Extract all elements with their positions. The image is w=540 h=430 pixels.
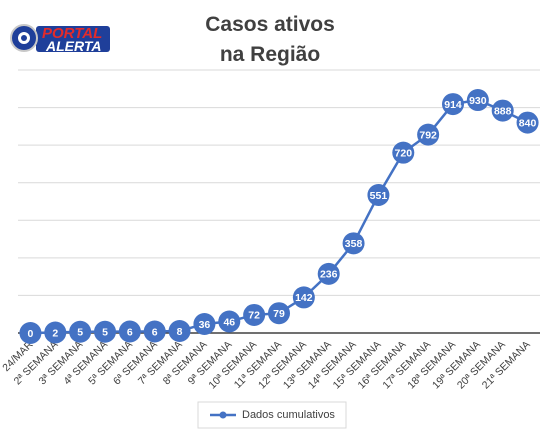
data-label: 0 (28, 328, 34, 340)
logo-eye (21, 35, 27, 41)
data-point (69, 320, 92, 343)
chart-title: Casos ativos na Região (205, 13, 335, 66)
data-point (292, 286, 315, 309)
data-point (392, 141, 415, 164)
data-label: 236 (320, 269, 338, 281)
data-point (442, 93, 464, 116)
data-label: 840 (519, 117, 537, 129)
data-point (243, 303, 266, 326)
data-point (168, 319, 191, 342)
data-point (118, 320, 141, 343)
data-label: 888 (494, 105, 512, 117)
data-label: 914 (444, 99, 462, 111)
legend-label: Dados cumulativos (242, 409, 335, 421)
logo-text: PORTAL (42, 25, 102, 42)
data-label: 720 (395, 147, 413, 159)
data-point (143, 320, 166, 343)
data-label: 142 (295, 292, 313, 304)
legend-swatch (219, 411, 227, 419)
data-label: 2 (52, 327, 58, 339)
data-point (44, 321, 67, 344)
data-label: 792 (419, 129, 437, 141)
data-label: 551 (370, 190, 388, 202)
logo: PORTAL ALERTA (10, 24, 110, 54)
data-point (342, 232, 365, 255)
data-point (417, 123, 440, 146)
data-label: 5 (102, 327, 108, 339)
data-point (94, 320, 116, 343)
data-label: 5 (77, 327, 83, 339)
logo-text: ALERTA (45, 38, 101, 54)
data-label: 358 (345, 238, 363, 250)
data-point (218, 310, 241, 333)
series-line (30, 98, 529, 335)
data-label: 930 (469, 95, 487, 107)
data-label: 6 (152, 326, 158, 338)
data-label: 8 (177, 326, 183, 338)
data-label: 79 (273, 308, 285, 320)
data-label: 6 (127, 326, 133, 338)
data-point (367, 183, 390, 206)
data-point (19, 322, 42, 344)
data-point (268, 302, 290, 325)
data-point (193, 312, 216, 335)
data-point (466, 89, 489, 112)
data-point (317, 262, 340, 285)
data-label: 72 (248, 310, 260, 322)
data-point (491, 99, 514, 122)
logo-band (36, 26, 110, 52)
data-point (516, 111, 539, 134)
data-label: 36 (199, 319, 211, 331)
data-label: 46 (223, 316, 235, 328)
